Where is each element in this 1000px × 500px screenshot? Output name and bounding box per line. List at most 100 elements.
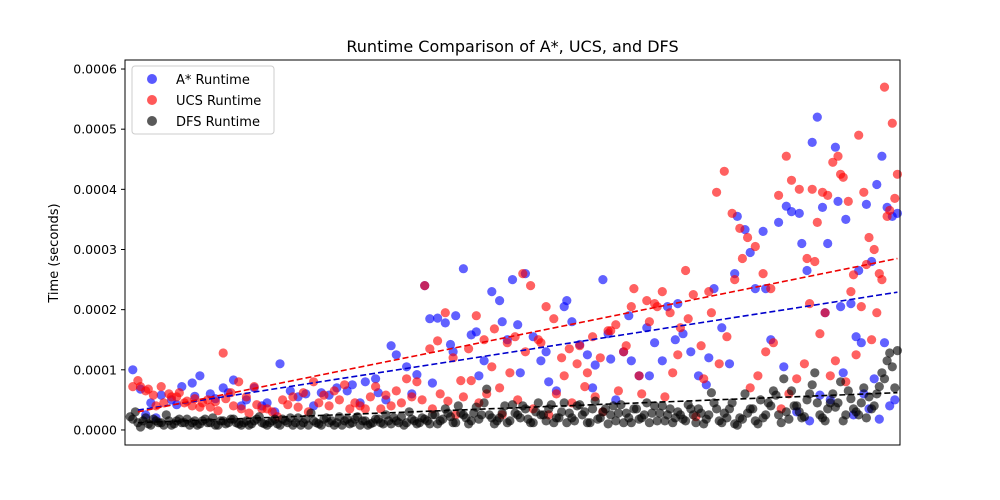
data-point-dfs: [670, 413, 680, 423]
data-point-dfs: [774, 410, 784, 420]
data-point-ucs: [324, 401, 334, 411]
data-point-astar: [670, 335, 680, 345]
data-point-ucs: [564, 344, 574, 354]
legend-label-dfs: DFS Runtime: [176, 115, 260, 130]
data-point-ucs: [637, 389, 647, 399]
data-point-ucs: [642, 296, 652, 306]
data-point-dfs: [402, 418, 412, 428]
data-point-ucs: [293, 402, 303, 412]
data-point-astar: [156, 390, 166, 400]
data-point-dfs: [334, 412, 344, 422]
data-point-ucs: [786, 175, 797, 185]
data-point-ucs: [688, 290, 698, 300]
data-point-dfs: [851, 407, 861, 417]
data-point-ucs: [774, 190, 784, 200]
data-point-astar: [812, 112, 822, 122]
data-point-ucs: [334, 395, 344, 405]
data-point-ucs: [402, 374, 412, 384]
data-point-dfs: [763, 398, 773, 408]
data-point-ucs: [425, 344, 435, 354]
data-point-dfs: [526, 418, 536, 428]
data-point-dfs: [743, 408, 753, 418]
data-point-ucs: [340, 380, 350, 390]
data-point-ucs: [407, 392, 417, 402]
data-point-dfs: [629, 404, 639, 414]
data-point-astar: [869, 374, 879, 384]
data-point-ucs: [541, 302, 551, 312]
data-point-ucs: [249, 382, 259, 392]
data-point-ucs: [781, 151, 791, 161]
data-point-astar: [544, 377, 554, 387]
data-point-dfs: [681, 416, 691, 426]
data-point-dfs: [474, 414, 484, 424]
data-point-dfs: [657, 401, 667, 411]
data-point-astar: [758, 226, 768, 236]
data-point-dfs: [531, 407, 541, 417]
data-point-ucs: [218, 348, 228, 358]
data-point-astar: [590, 360, 600, 370]
data-point-astar: [487, 287, 497, 297]
data-point-ucs: [799, 359, 810, 369]
data-point-ucs: [743, 232, 753, 243]
data-point-dfs: [557, 407, 567, 417]
data-point-astar: [513, 320, 523, 330]
data-point-astar: [588, 383, 598, 393]
data-point-ucs: [794, 184, 804, 194]
data-point-ucs: [833, 151, 843, 161]
data-point-astar: [851, 332, 861, 342]
data-point-ucs: [699, 374, 709, 384]
data-point-astar: [391, 350, 401, 360]
data-point-dfs: [717, 418, 727, 428]
data-point-ucs: [182, 396, 192, 406]
y-tick-label: 0.0004: [73, 182, 117, 197]
data-point-astar: [515, 368, 525, 378]
data-point-astar: [458, 264, 468, 274]
data-point-ucs: [820, 308, 830, 318]
data-point-ucs: [241, 392, 251, 402]
data-point-dfs: [593, 414, 603, 424]
data-point-dfs: [572, 401, 582, 411]
data-point-dfs: [879, 374, 890, 384]
data-point-dfs: [619, 418, 629, 428]
data-point-dfs: [768, 386, 779, 396]
data-point-dfs: [484, 410, 494, 420]
data-point-dfs: [588, 404, 598, 414]
data-point-dfs: [686, 404, 696, 414]
data-point-dfs: [882, 356, 892, 366]
data-point-astar: [838, 368, 848, 378]
data-point-astar: [471, 327, 481, 337]
data-point-ucs: [479, 335, 489, 345]
data-point-ucs: [319, 390, 329, 400]
data-point-astar: [495, 296, 505, 306]
data-point-ucs: [433, 336, 443, 346]
legend-marker-astar: [147, 74, 157, 84]
data-point-dfs: [606, 410, 616, 420]
data-point-ucs: [634, 371, 644, 381]
data-point-ucs: [391, 386, 401, 396]
data-point-astar: [425, 314, 435, 324]
data-point-ucs: [606, 326, 616, 336]
data-point-ucs: [174, 388, 184, 398]
data-point-dfs: [551, 413, 562, 423]
data-point-ucs: [864, 232, 874, 243]
data-point-ucs: [440, 308, 450, 318]
data-point-ucs: [792, 374, 802, 384]
data-point-ucs: [872, 308, 882, 318]
data-point-astar: [890, 395, 900, 405]
data-point-astar: [861, 199, 872, 209]
data-point-ucs: [283, 400, 293, 410]
data-point-ucs: [417, 395, 427, 405]
data-point-ucs: [879, 82, 890, 92]
data-point-astar: [797, 238, 807, 249]
data-point-astar: [474, 371, 484, 381]
data-point-dfs: [696, 408, 706, 418]
data-point-ucs: [435, 389, 445, 399]
data-point-dfs: [381, 410, 391, 420]
data-point-ucs: [843, 196, 853, 206]
data-point-dfs: [616, 400, 626, 410]
data-point-ucs: [706, 308, 717, 318]
chart-title: Runtime Comparison of A*, UCS, and DFS: [346, 37, 678, 56]
data-point-ucs: [675, 323, 686, 333]
data-point-dfs: [890, 383, 900, 393]
data-point-dfs: [590, 396, 600, 406]
